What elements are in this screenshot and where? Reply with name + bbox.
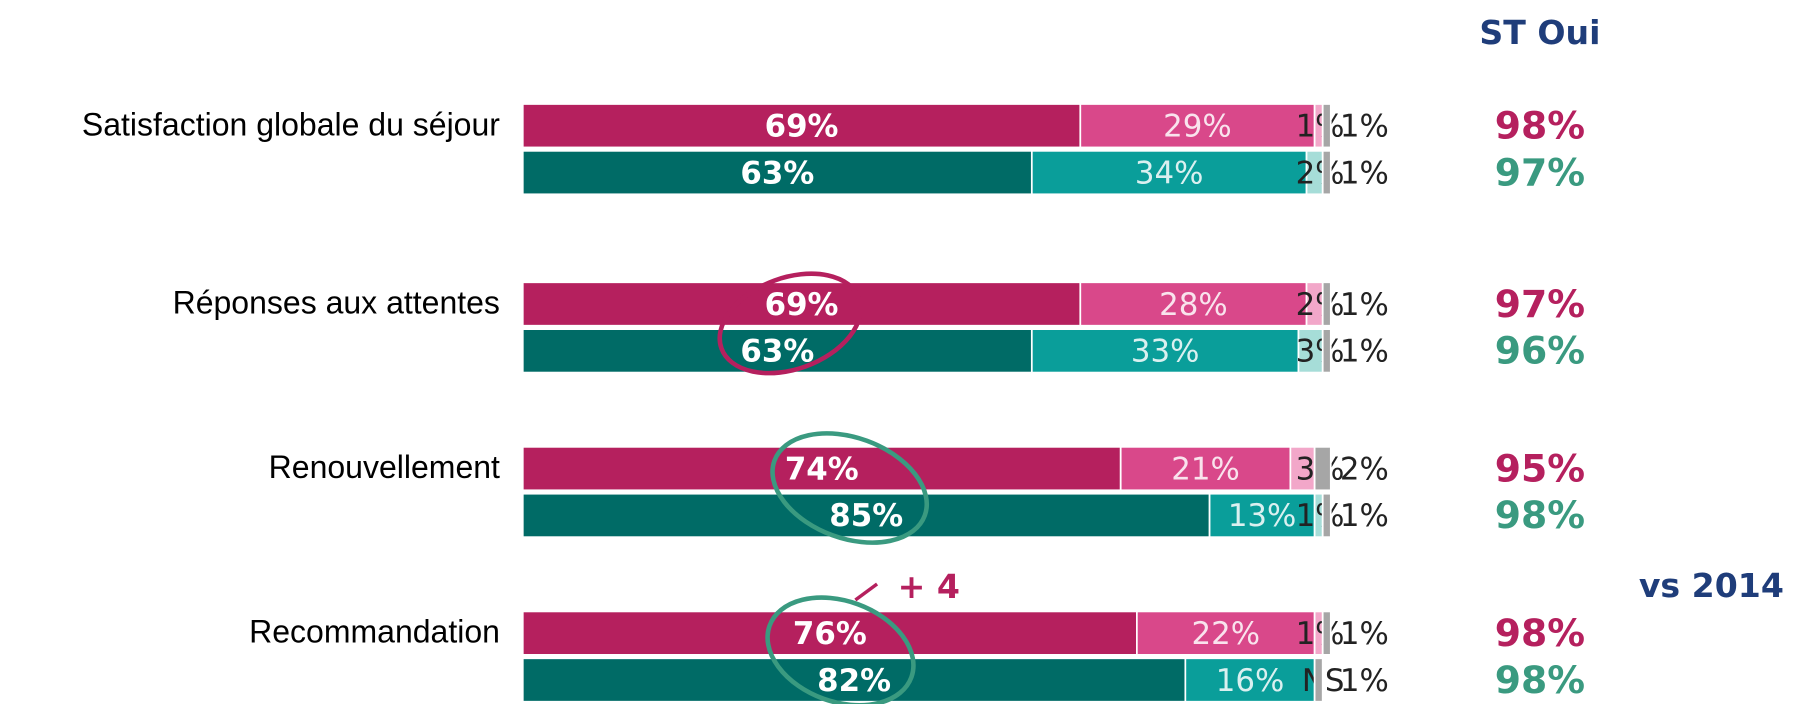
- highlight-ellipse: [770, 431, 930, 545]
- bar-segment: [1313, 446, 1332, 492]
- value-label: 69%: [765, 287, 839, 323]
- bar-segment: [1321, 328, 1332, 374]
- value-label: 82%: [817, 663, 891, 699]
- total-label: 98%: [1495, 658, 1585, 702]
- value-label: 1%: [1340, 498, 1389, 534]
- value-label: 69%: [765, 108, 839, 144]
- value-label: 1%: [1340, 616, 1389, 652]
- value-label: 1%: [1296, 108, 1345, 144]
- highlight-ellipse: [765, 595, 916, 704]
- category-label: Satisfaction globale du séjour: [82, 106, 500, 142]
- value-label: 2%: [1296, 155, 1345, 191]
- value-label: 2%: [1296, 287, 1345, 323]
- annotation-line: [854, 582, 879, 602]
- bar-segment: [1079, 281, 1308, 327]
- total-label: 95%: [1495, 446, 1585, 490]
- highlights: [717, 271, 930, 704]
- highlight-ellipse: [717, 271, 863, 376]
- value-label: 1%: [1340, 108, 1389, 144]
- value-label: 22%: [1191, 616, 1260, 652]
- value-label: 85%: [829, 498, 903, 534]
- total-label: 98%: [1495, 103, 1585, 147]
- value-label: 2%: [1340, 451, 1389, 487]
- total-label: 96%: [1495, 329, 1585, 373]
- value-label: 21%: [1171, 451, 1240, 487]
- annotation: vs 2014: [1639, 566, 1784, 605]
- bar-segment: [1321, 492, 1332, 538]
- value-label: 16%: [1216, 663, 1285, 699]
- bar-segment: [521, 446, 1122, 492]
- value-label: 63%: [740, 155, 814, 191]
- bar-segment: [521, 103, 1082, 149]
- category-label: Renouvellement: [269, 449, 500, 485]
- value-label: 74%: [785, 451, 859, 487]
- value-label: 28%: [1159, 287, 1228, 323]
- bar-segment: [1321, 103, 1332, 149]
- bar-segment: [1289, 446, 1316, 492]
- bar-segment: [1119, 446, 1292, 492]
- bar-segment: [1079, 103, 1316, 149]
- bar-segment: [1321, 150, 1332, 196]
- bar-segment: [521, 281, 1082, 327]
- value-label: 1%: [1340, 155, 1389, 191]
- value-label: 63%: [740, 334, 814, 370]
- value-label: 1%: [1340, 663, 1389, 699]
- total-label: 98%: [1495, 611, 1585, 655]
- value-label: 1%: [1340, 287, 1389, 323]
- bar-segment: [1184, 657, 1316, 703]
- category-label: Recommandation: [249, 614, 500, 650]
- annotation: + 4: [898, 567, 960, 606]
- bar-segment: [1208, 492, 1316, 538]
- total-label: 97%: [1495, 282, 1585, 326]
- value-label: 33%: [1131, 334, 1200, 370]
- total-label: 98%: [1495, 493, 1585, 537]
- value-label: 1%: [1296, 498, 1345, 534]
- value-label: 34%: [1135, 155, 1204, 191]
- value-label: 1%: [1296, 616, 1345, 652]
- total-title: ST Oui: [1479, 13, 1600, 52]
- bar-segment: [1313, 657, 1324, 703]
- bar-segment: [1321, 610, 1332, 656]
- bar-segment: [1321, 281, 1332, 327]
- bar-segment: [521, 610, 1138, 656]
- bar-segment: [1136, 610, 1316, 656]
- bars: Satisfaction globale du séjour 69% 29% 1%1%…: [82, 103, 1585, 703]
- total-label: 97%: [1495, 150, 1585, 194]
- value-label: 29%: [1163, 108, 1232, 144]
- bar-segment: [521, 657, 1187, 703]
- bar-segment: [521, 492, 1211, 538]
- category-label: Réponses aux attentes: [173, 285, 500, 321]
- value-label: 3%: [1296, 334, 1345, 370]
- bar-segment: [1030, 328, 1300, 374]
- value-label: 13%: [1228, 498, 1297, 534]
- value-label: 1%: [1340, 334, 1389, 370]
- value-label: 76%: [793, 616, 867, 652]
